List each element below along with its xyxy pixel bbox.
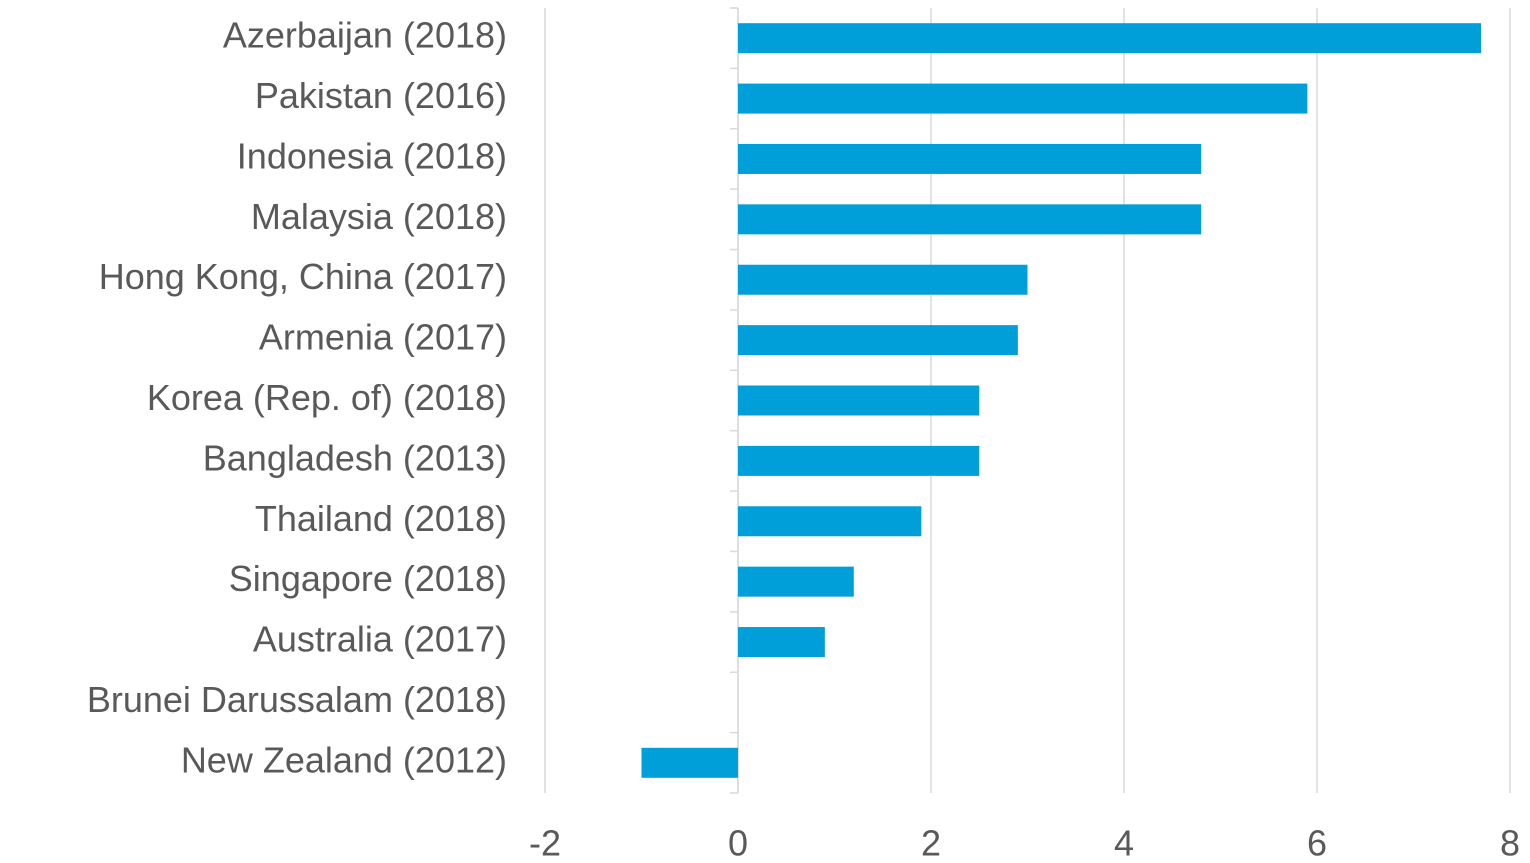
bar bbox=[738, 385, 980, 416]
x-tick-label: 6 bbox=[1307, 823, 1327, 863]
y-tick-label: Indonesia (2018) bbox=[237, 135, 507, 176]
bar bbox=[738, 143, 1202, 174]
bar bbox=[738, 264, 1028, 295]
bar bbox=[738, 445, 980, 476]
y-tick-label: Thailand (2018) bbox=[255, 498, 507, 539]
y-tick-label: Azerbaijan (2018) bbox=[223, 15, 507, 56]
y-tick-label: New Zealand (2012) bbox=[181, 739, 507, 780]
x-tick-label: 4 bbox=[1114, 823, 1134, 863]
bar bbox=[738, 23, 1482, 54]
y-tick-label: Australia (2017) bbox=[253, 619, 507, 660]
x-tick-label: 0 bbox=[728, 823, 748, 863]
x-tick-label: 8 bbox=[1500, 823, 1520, 863]
y-tick-label: Korea (Rep. of) (2018) bbox=[147, 377, 507, 418]
y-tick-label: Hong Kong, China (2017) bbox=[99, 256, 507, 297]
y-tick-label: Malaysia (2018) bbox=[251, 196, 507, 237]
y-tick-label: Singapore (2018) bbox=[229, 558, 507, 599]
y-tick-label: Pakistan (2016) bbox=[255, 75, 507, 116]
bar bbox=[641, 747, 738, 778]
bar bbox=[738, 325, 1018, 356]
y-tick-label: Brunei Darussalam (2018) bbox=[87, 679, 507, 720]
x-tick-label: 2 bbox=[921, 823, 941, 863]
bar bbox=[738, 83, 1308, 114]
y-tick-label: Bangladesh (2013) bbox=[203, 437, 507, 478]
bar bbox=[738, 627, 825, 658]
bar bbox=[738, 204, 1202, 235]
bar bbox=[738, 506, 922, 537]
bar bbox=[738, 566, 854, 597]
y-tick-label: Armenia (2017) bbox=[259, 317, 507, 358]
x-tick-label: -2 bbox=[529, 823, 561, 863]
